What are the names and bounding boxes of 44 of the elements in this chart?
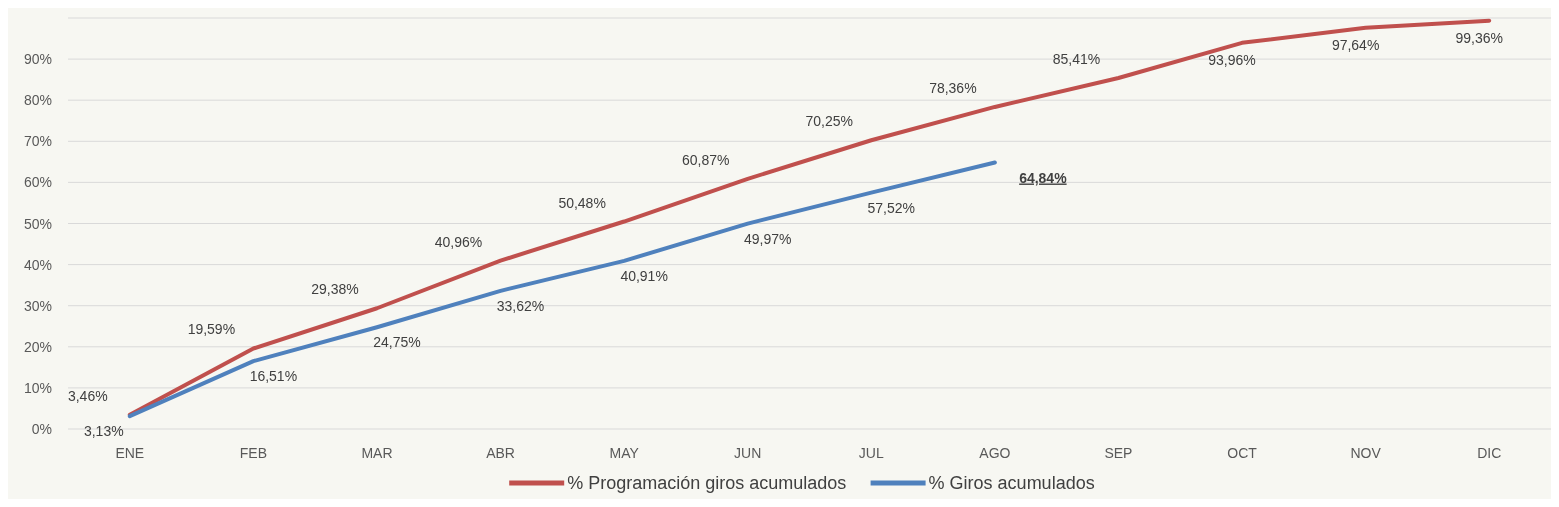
data-label: 24,75% xyxy=(373,334,421,351)
y-tick-label: 70% xyxy=(23,133,52,150)
data-label: 93,96% xyxy=(1208,51,1256,68)
y-tick-label: 30% xyxy=(23,297,52,314)
y-tick-label: 20% xyxy=(23,338,52,355)
data-label: 16,51% xyxy=(249,368,298,385)
y-tick-label: 10% xyxy=(23,379,52,396)
y-tick-label: 40% xyxy=(23,256,52,273)
x-tick-label: AGO xyxy=(979,445,1011,461)
data-label: 19,59% xyxy=(187,321,236,338)
x-tick-label: MAY xyxy=(609,445,640,461)
x-tick-label: NOV xyxy=(1350,445,1382,461)
data-label: 33,62% xyxy=(496,297,545,314)
x-tick-label: FEB xyxy=(239,445,267,461)
y-tick-label: 60% xyxy=(23,174,52,191)
y-tick-label: 0% xyxy=(31,421,52,437)
x-tick-label: OCT xyxy=(1227,445,1258,461)
x-tick-label: DIC xyxy=(1477,445,1502,461)
y-tick-label: 80% xyxy=(23,92,52,109)
data-label: 40,91% xyxy=(620,267,668,284)
legend-label: % Programación giros acumulados xyxy=(567,473,847,493)
data-label: 70,25% xyxy=(805,113,854,130)
x-tick-label: JUL xyxy=(858,445,884,461)
data-label: 29,38% xyxy=(311,281,359,298)
x-tick-label: ABR xyxy=(486,445,515,461)
data-label: 3,13% xyxy=(83,423,124,440)
data-label: 64,84% xyxy=(1019,169,1068,186)
y-tick-label: 50% xyxy=(23,215,52,232)
data-label: 97,64% xyxy=(1331,36,1380,53)
data-label: 49,97% xyxy=(743,230,792,247)
data-label: 99,36% xyxy=(1455,29,1503,46)
data-label: 3,46% xyxy=(67,387,108,404)
data-label: 85,41% xyxy=(1052,50,1101,67)
data-label: 60,87% xyxy=(681,151,730,168)
legend-label: % Giros acumulados xyxy=(928,473,1095,493)
x-tick-label: ENE xyxy=(115,445,145,461)
y-tick-label: 90% xyxy=(23,51,52,68)
data-label: 40,96% xyxy=(434,233,483,250)
data-label: 78,36% xyxy=(929,79,977,96)
x-tick-label: JUN xyxy=(734,445,762,461)
x-tick-label: MAR xyxy=(361,445,393,461)
x-tick-label: SEP xyxy=(1104,445,1133,461)
data-label: 50,48% xyxy=(558,194,606,211)
data-label: 57,52% xyxy=(867,199,916,216)
